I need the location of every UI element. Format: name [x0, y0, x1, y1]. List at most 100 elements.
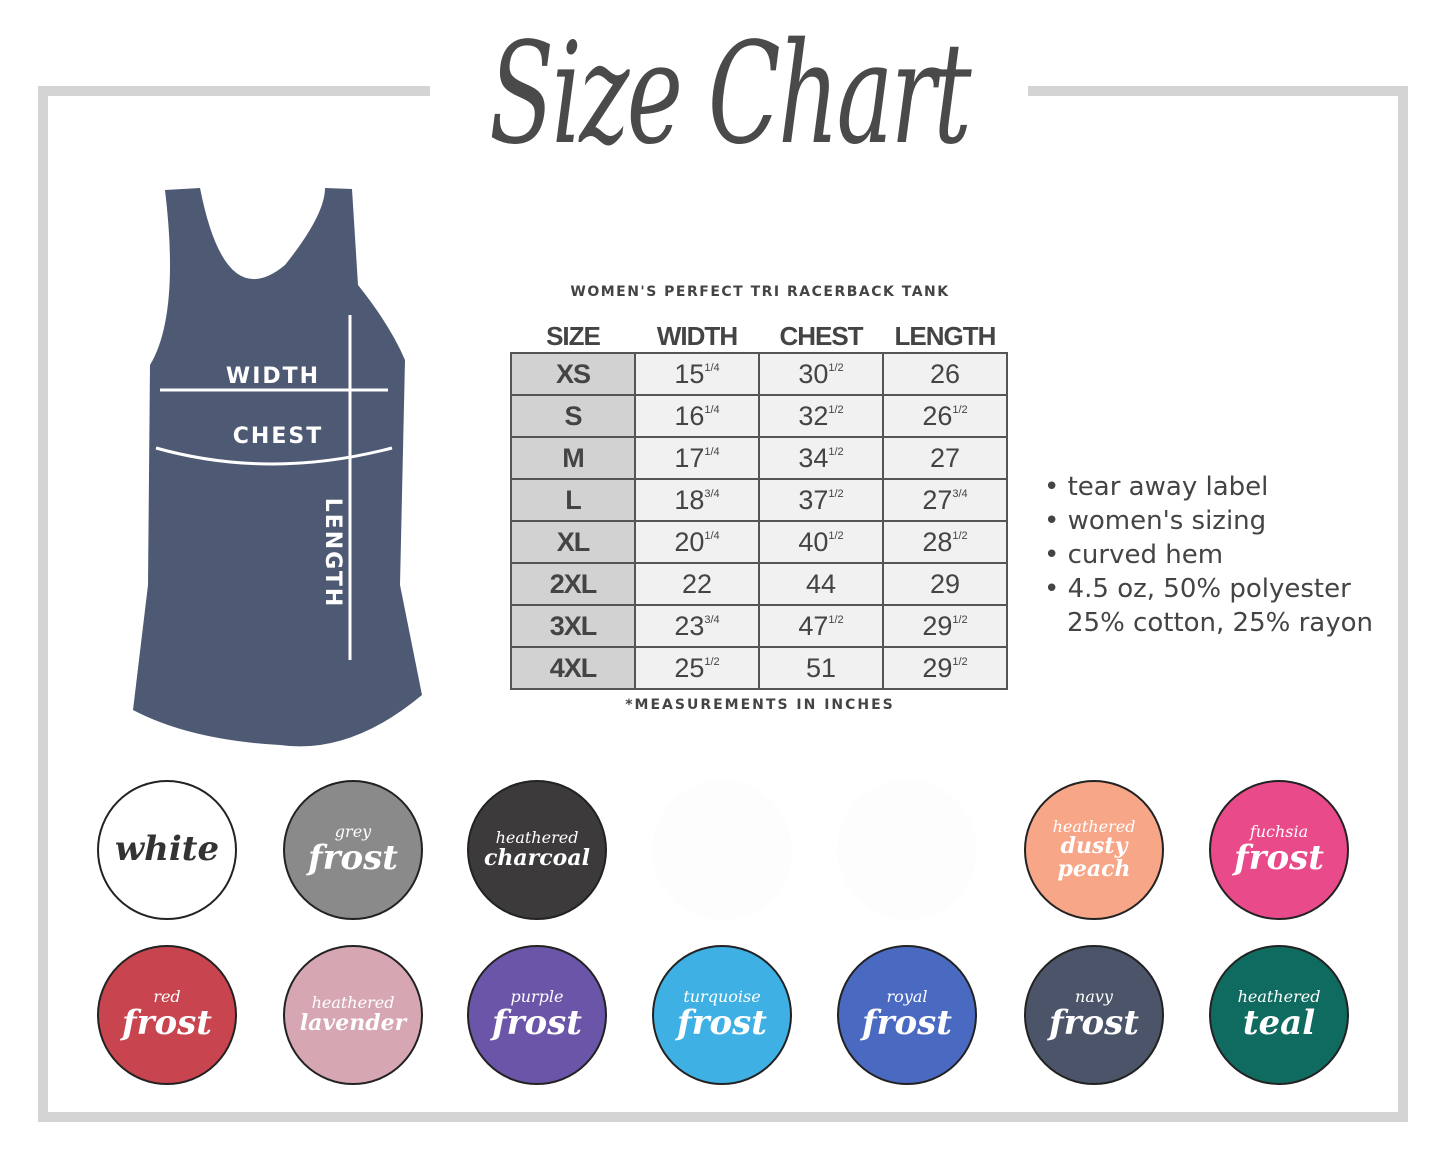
table-row: L 183/4 371/2 273/4	[510, 478, 1008, 522]
swatch-label: frost	[121, 1002, 213, 1043]
length-cell: 261/2	[882, 394, 1008, 438]
chest-value: 37	[798, 484, 829, 515]
length-cell: 291/2	[882, 646, 1008, 690]
feature-item: 25% cotton, 25% rayon	[1067, 608, 1374, 638]
feature-item: curved hem	[1044, 538, 1373, 572]
width-value: 18	[674, 484, 705, 515]
swatch-label-small: grey	[334, 821, 372, 841]
chest-cell: 401/2	[758, 520, 884, 564]
width-cell: 22	[634, 562, 760, 606]
color-swatch[interactable]: fuchsia frost	[1209, 780, 1349, 920]
feature-item: 4.5 oz, 50% polyester	[1044, 572, 1373, 606]
length-value: 29	[922, 652, 953, 683]
table-row: M 171/4 341/2 27	[510, 436, 1008, 480]
length-cell: 291/2	[882, 604, 1008, 648]
width-cell: 171/4	[634, 436, 760, 480]
color-swatch[interactable]: purple frost	[467, 945, 607, 1085]
size-cell: 4XL	[510, 646, 636, 690]
column-header: WIDTH	[656, 320, 738, 351]
swatch-label-small: red	[153, 986, 181, 1006]
chest-value: 30	[798, 358, 829, 389]
feature-list: tear away labelwomen's sizingcurved hem4…	[1044, 470, 1373, 640]
length-value: 27	[922, 484, 953, 515]
color-swatch[interactable]: navy frost	[1024, 945, 1164, 1085]
size-cell: S	[510, 394, 636, 438]
title-area: Size Chart	[430, 0, 1028, 200]
width-fraction: 1/2	[704, 655, 720, 668]
swatch-label-small: heathered	[1237, 986, 1321, 1006]
table-row: 3XL 233/4 471/2 291/2	[510, 604, 1008, 648]
width-cell: 183/4	[634, 478, 760, 522]
chest-cell: 321/2	[758, 394, 884, 438]
color-swatch[interactable]: white	[97, 780, 237, 920]
length-value: 26	[929, 358, 961, 389]
length-cell: 27	[882, 436, 1008, 480]
feature-item: women's sizing	[1044, 504, 1373, 538]
width-fraction: 1/4	[704, 529, 720, 542]
color-swatch[interactable]: grey frost	[283, 780, 423, 920]
color-swatch[interactable]: turquoise frost	[652, 945, 792, 1085]
width-value: 25	[674, 652, 705, 683]
swatch-label-small: heathered	[311, 993, 395, 1013]
length-value: 27	[929, 442, 961, 473]
width-fraction: 3/4	[704, 613, 720, 626]
swatch-label-small: heathered	[1052, 816, 1136, 836]
swatch-label: lavender	[299, 1009, 407, 1036]
swatch-label: dusty peach	[1057, 833, 1131, 883]
width-value: 16	[674, 400, 705, 431]
size-cell: 2XL	[510, 562, 636, 606]
chest-value: 40	[798, 526, 829, 557]
size-cell: XS	[510, 352, 636, 396]
width-value: 17	[674, 442, 705, 473]
width-fraction: 1/4	[704, 403, 720, 416]
swatch-label-small: heathered	[495, 828, 579, 848]
length-value: 28	[922, 526, 953, 557]
chest-label: CHEST	[233, 424, 323, 449]
width-value: 23	[674, 610, 705, 641]
color-swatch[interactable]	[652, 780, 792, 920]
length-value: 29	[922, 610, 953, 641]
length-cell: 273/4	[882, 478, 1008, 522]
swatch-label-small: turquoise	[683, 986, 761, 1006]
color-swatch[interactable]: heathered dusty peach	[1024, 780, 1164, 920]
chest-cell: 471/2	[758, 604, 884, 648]
chest-fraction: 1/2	[828, 529, 844, 542]
chest-cell: 44	[758, 562, 884, 606]
chest-fraction: 1/2	[828, 361, 844, 374]
width-value: 22	[681, 568, 713, 599]
color-swatch[interactable]	[837, 780, 977, 920]
color-swatch[interactable]: heathered charcoal	[467, 780, 607, 920]
table-row: S 161/4 321/2 261/2	[510, 394, 1008, 438]
chest-fraction: 1/2	[828, 487, 844, 500]
swatch-label: frost	[861, 1002, 953, 1043]
length-cell: 29	[882, 562, 1008, 606]
chest-value: 32	[798, 400, 829, 431]
length-cell: 281/2	[882, 520, 1008, 564]
color-swatch[interactable]: red frost	[97, 945, 237, 1085]
table-row: XL 201/4 401/2 281/2	[510, 520, 1008, 564]
swatch-label: frost	[491, 1002, 583, 1043]
chest-value: 51	[805, 652, 837, 683]
length-fraction: 1/2	[952, 529, 968, 542]
length-cell: 26	[882, 352, 1008, 396]
width-value: 20	[674, 526, 705, 557]
chest-fraction: 1/2	[828, 613, 844, 626]
size-cell: L	[510, 478, 636, 522]
swatch-label: frost	[307, 837, 399, 878]
width-cell: 233/4	[634, 604, 760, 648]
width-cell: 201/4	[634, 520, 760, 564]
chest-value: 44	[805, 568, 837, 599]
width-cell: 151/4	[634, 352, 760, 396]
width-cell: 161/4	[634, 394, 760, 438]
swatch-label: charcoal	[484, 844, 590, 871]
chest-cell: 371/2	[758, 478, 884, 522]
color-swatch[interactable]: heathered teal	[1209, 945, 1349, 1085]
color-swatch[interactable]: heathered lavender	[283, 945, 423, 1085]
feature-item: tear away label	[1044, 470, 1373, 504]
swatch-label-small: royal	[886, 986, 928, 1006]
page-title: Size Chart	[489, 13, 972, 176]
swatch-label: white	[114, 829, 220, 870]
color-swatch[interactable]: royal frost	[837, 945, 977, 1085]
table-row: 4XL 251/2 51 291/2	[510, 646, 1008, 690]
length-fraction: 1/2	[952, 613, 968, 626]
